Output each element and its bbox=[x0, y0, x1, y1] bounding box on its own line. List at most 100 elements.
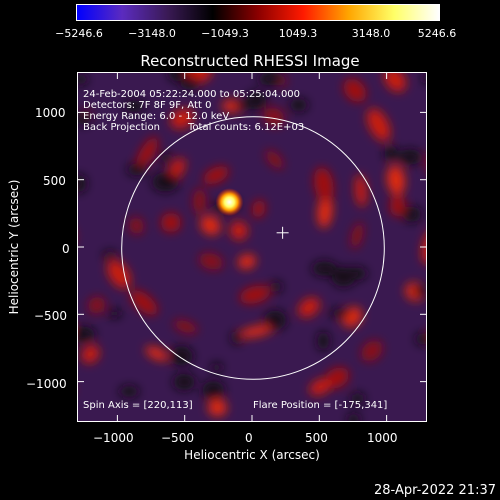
emission-ring-blob bbox=[199, 253, 223, 270]
x-tick-label: −500 bbox=[161, 431, 194, 445]
detectors-label: Detectors: 7F 8F 9F, Att 0 bbox=[83, 100, 212, 111]
dark-gap-blob bbox=[78, 326, 96, 343]
emission-ring-blob bbox=[383, 73, 407, 92]
emission-ring-blob bbox=[355, 174, 367, 208]
colorbar-tick-label: 5246.6 bbox=[417, 27, 457, 40]
dark-gap-blob bbox=[124, 100, 145, 113]
emission-ring-blob bbox=[309, 378, 332, 396]
dark-gap-blob bbox=[108, 309, 122, 318]
emission-ring-blob bbox=[193, 188, 206, 215]
y-tick-label: 1000 bbox=[35, 106, 66, 120]
dark-gap-blob bbox=[329, 309, 350, 318]
dark-gap-blob bbox=[202, 380, 225, 400]
dark-gap-blob bbox=[415, 333, 426, 346]
emission-ring-blob bbox=[173, 320, 198, 334]
emission-ring-blob bbox=[263, 107, 285, 127]
emission-ring-blob bbox=[230, 221, 248, 240]
energy-range-label: Energy Range: 6.0 - 12.0 keV bbox=[83, 111, 230, 122]
time-range-label: 24-Feb-2004 05:22:24.000 to 05:25:04.000 bbox=[83, 89, 301, 100]
dark-gap-blob bbox=[398, 149, 422, 165]
plot-area: 24-Feb-2004 05:22:24.000 to 05:25:04.000… bbox=[77, 72, 427, 422]
dark-gap-blob bbox=[173, 373, 196, 391]
emission-ring-blob bbox=[252, 199, 266, 218]
spin-axis-label: Spin Axis = [220,113] bbox=[83, 400, 193, 411]
emission-ring-blob bbox=[361, 340, 383, 362]
dark-gap-blob bbox=[258, 73, 283, 86]
y-tick-label: −500 bbox=[34, 309, 67, 323]
solar-limb-circle bbox=[121, 116, 385, 380]
emission-ring-blob bbox=[107, 259, 131, 289]
plot-title: Reconstructed RHESSI Image bbox=[140, 52, 360, 70]
dark-gap-blob bbox=[210, 362, 223, 373]
dark-gap-blob bbox=[402, 206, 422, 223]
x-tick-label: −1000 bbox=[93, 431, 134, 445]
emission-ring-blob bbox=[389, 194, 405, 217]
y-tick-label: 500 bbox=[43, 174, 66, 188]
emission-ring-blob bbox=[351, 222, 364, 249]
y-tick-label: 0 bbox=[62, 242, 70, 256]
dark-gap-blob bbox=[102, 250, 117, 259]
emission-ring-blob bbox=[325, 367, 349, 389]
dark-gap-blob bbox=[78, 111, 91, 126]
emission-ring-blob bbox=[317, 194, 333, 228]
emission-ring-blob bbox=[386, 165, 406, 195]
dark-gap-blob bbox=[127, 163, 146, 176]
emission-ring-blob bbox=[129, 217, 144, 235]
emission-ring-blob bbox=[314, 167, 334, 202]
emission-ring-blob bbox=[200, 215, 221, 236]
emission-ring-blob bbox=[88, 296, 106, 314]
timestamp: 28-Apr-2022 21:37 bbox=[374, 483, 496, 498]
dark-gap-blob bbox=[317, 331, 330, 351]
dark-gap-blob bbox=[180, 76, 200, 90]
colorbar bbox=[76, 4, 440, 21]
y-tick-label: −1000 bbox=[26, 377, 67, 391]
emission-ring-blob bbox=[207, 399, 227, 417]
emission-ring-blob bbox=[237, 254, 256, 269]
y-axis-label: Heliocentric Y (arcsec) bbox=[7, 179, 21, 315]
colorbar-tick-label: 3148.0 bbox=[351, 27, 391, 40]
emission-ring-blob bbox=[298, 297, 320, 318]
dark-gap-blob bbox=[169, 347, 194, 366]
x-axis-label: Heliocentric X (arcsec) bbox=[184, 448, 320, 462]
emission-ring-blob bbox=[203, 166, 229, 185]
emission-ring-blob bbox=[366, 108, 391, 142]
dark-gap-blob bbox=[413, 285, 426, 297]
dark-gap-blob bbox=[269, 281, 283, 293]
emission-ring-blob bbox=[145, 346, 168, 361]
colorbar-tick-label: −3148.0 bbox=[128, 27, 176, 40]
dark-gap-blob bbox=[312, 261, 337, 276]
colorbar-tick-label: −5246.6 bbox=[55, 27, 103, 40]
x-tick-label: 1000 bbox=[367, 431, 398, 445]
flare-source bbox=[215, 188, 244, 217]
dark-gap-blob bbox=[119, 386, 139, 397]
dark-gap-blob bbox=[152, 172, 179, 192]
dark-gap-blob bbox=[246, 91, 267, 110]
emission-ring-blob bbox=[265, 150, 284, 169]
emission-ring-blob bbox=[130, 290, 158, 315]
colorbar-gradient bbox=[77, 5, 439, 20]
colorbar-tick-label: −1049.3 bbox=[201, 27, 249, 40]
dark-gap-blob bbox=[264, 310, 287, 330]
dark-gap-blob bbox=[350, 392, 365, 405]
dark-gap-blob bbox=[231, 331, 243, 345]
flare-position-label: Flare Position = [-175,341] bbox=[253, 400, 388, 411]
emission-ring-blob bbox=[136, 136, 159, 168]
colorbar-tick-label: 1049.3 bbox=[278, 27, 318, 40]
x-tick-label: 500 bbox=[305, 431, 328, 445]
emission-ring-blob bbox=[81, 344, 100, 364]
dark-gap-blob bbox=[422, 73, 426, 84]
dark-gap-blob bbox=[384, 145, 398, 162]
emission-ring-blob bbox=[343, 78, 367, 102]
dark-gap-blob bbox=[78, 73, 88, 86]
dark-gap-blob bbox=[168, 73, 187, 82]
emission-ring-blob bbox=[170, 108, 194, 129]
method-label: Back Projection bbox=[83, 122, 160, 133]
dark-gap-blob bbox=[289, 98, 308, 112]
x-tick-label: 0 bbox=[245, 431, 253, 445]
emission-ring-blob bbox=[239, 285, 271, 304]
total-counts-label: Total counts: 6.12E+03 bbox=[188, 122, 305, 133]
emission-ring-blob bbox=[239, 325, 274, 338]
emission-ring-blob bbox=[161, 212, 181, 233]
dark-gap-blob bbox=[331, 267, 356, 287]
